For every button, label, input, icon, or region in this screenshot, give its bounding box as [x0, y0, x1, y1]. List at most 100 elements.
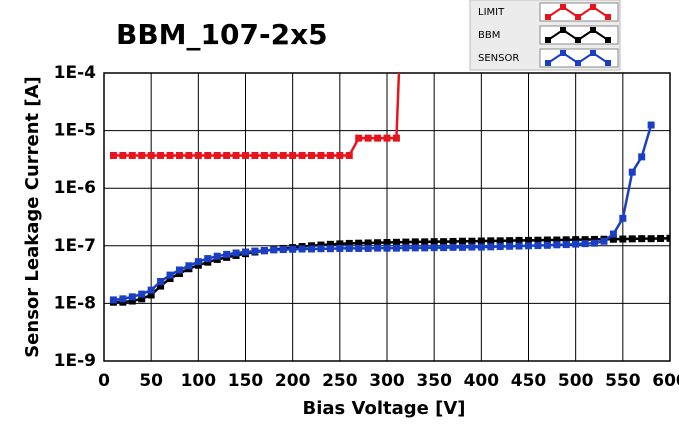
- data-point: [638, 235, 646, 243]
- data-point: [298, 245, 306, 253]
- x-tick-label: 150: [228, 371, 264, 391]
- plot-content: [109, 73, 670, 306]
- data-point: [628, 168, 636, 176]
- data-point: [487, 243, 495, 251]
- data-point: [157, 151, 165, 159]
- data-point: [157, 282, 165, 290]
- data-point: [374, 239, 382, 247]
- x-tick-label: 50: [139, 371, 163, 391]
- data-point: [242, 248, 249, 256]
- data-point: [609, 235, 617, 243]
- data-point: [591, 239, 599, 247]
- data-point: [411, 244, 419, 252]
- data-point: [543, 236, 551, 244]
- data-point: [458, 237, 466, 245]
- legend-label: BBM: [478, 30, 500, 41]
- data-point: [402, 238, 410, 246]
- data-point: [525, 242, 532, 250]
- data-point: [619, 214, 627, 222]
- data-point: [194, 151, 202, 159]
- legend-swatch-marker: [575, 14, 581, 20]
- data-point: [572, 240, 580, 248]
- data-point: [242, 151, 249, 159]
- legend-swatch-marker: [605, 37, 611, 43]
- data-point: [251, 247, 259, 255]
- data-point: [326, 245, 334, 253]
- data-point: [147, 151, 155, 159]
- data-point: [128, 297, 136, 305]
- data-point: [355, 134, 363, 142]
- y-tick-label: 1E-5: [54, 121, 96, 141]
- data-point: [647, 235, 655, 243]
- data-point: [223, 250, 231, 258]
- data-point: [515, 236, 523, 244]
- data-point: [525, 236, 532, 244]
- legend-swatch-box: [539, 2, 619, 22]
- data-point: [449, 237, 457, 245]
- data-point: [326, 240, 334, 248]
- data-point: [175, 151, 183, 159]
- data-point: [279, 151, 287, 159]
- data-point: [496, 237, 504, 245]
- data-point: [109, 296, 117, 304]
- data-point: [581, 236, 589, 244]
- data-point: [392, 238, 400, 246]
- data-point: [440, 244, 448, 252]
- data-point: [138, 290, 146, 298]
- data-point: [138, 295, 146, 303]
- data-point: [166, 151, 174, 159]
- data-point: [308, 151, 316, 159]
- data-point: [308, 245, 316, 253]
- data-point: [251, 151, 259, 159]
- legend-swatch-box: [539, 25, 619, 45]
- y-tick-label: 1E-9: [54, 351, 96, 371]
- legend-swatch-marker: [590, 50, 596, 56]
- data-point: [468, 237, 476, 245]
- data-point: [194, 261, 202, 269]
- y-axis-title: Sensor Leakage Current [A]: [22, 76, 43, 358]
- legend-swatch-marker: [560, 27, 566, 33]
- data-point: [364, 239, 372, 247]
- data-point: [166, 271, 174, 279]
- data-point: [317, 241, 325, 249]
- data-point: [411, 238, 419, 246]
- data-point: [204, 255, 212, 263]
- data-point: [279, 246, 287, 254]
- x-tick-label: 500: [558, 371, 594, 391]
- data-point: [572, 236, 580, 244]
- data-point: [364, 244, 372, 252]
- data-point: [119, 295, 127, 303]
- data-point: [449, 243, 457, 251]
- data-point: [355, 244, 363, 252]
- data-point: [345, 151, 353, 159]
- data-point: [638, 153, 646, 161]
- data-point: [581, 240, 589, 248]
- data-point: [260, 246, 268, 254]
- x-tick-label: 100: [181, 371, 217, 391]
- legend-swatch-box: [539, 48, 619, 68]
- data-point: [364, 134, 372, 142]
- x-tick-label: 550: [605, 371, 641, 391]
- data-point: [128, 151, 136, 159]
- x-tick-label: 0: [98, 371, 110, 391]
- x-tick-label: 450: [511, 371, 547, 391]
- data-point: [383, 239, 391, 247]
- data-point: [185, 262, 193, 270]
- data-point: [298, 151, 306, 159]
- data-point: [534, 242, 542, 250]
- data-point: [185, 151, 193, 159]
- data-point: [204, 258, 212, 266]
- data-point: [506, 242, 514, 250]
- data-point: [345, 244, 353, 252]
- data-point: [628, 235, 636, 243]
- data-point: [175, 270, 183, 278]
- data-point: [600, 237, 608, 245]
- data-point: [175, 266, 183, 274]
- data-point: [326, 151, 334, 159]
- data-point: [496, 243, 504, 251]
- data-point: [336, 240, 344, 248]
- data-point: [336, 151, 344, 159]
- chart-title: BBM_107-2x5: [116, 18, 328, 51]
- data-point: [232, 249, 240, 257]
